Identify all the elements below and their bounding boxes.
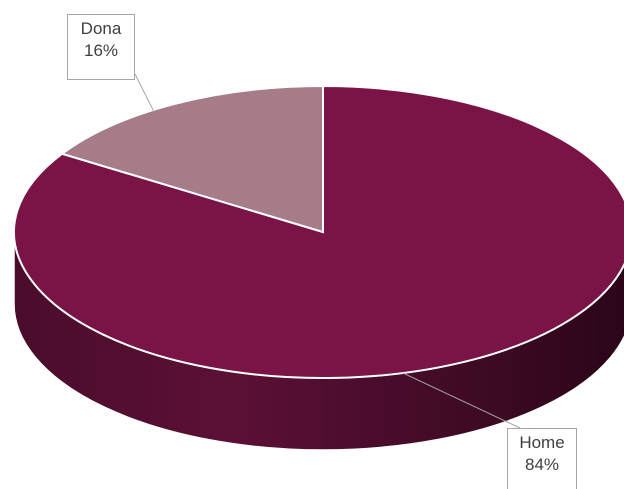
data-label-home-name: Home (519, 433, 565, 452)
data-label-home: Home 84% (507, 428, 577, 489)
data-label-home-value: 84% (524, 455, 560, 474)
pie-slice-home (13, 84, 624, 379)
pie-slice-dona (59, 84, 324, 234)
leader-line-dona (134, 73, 155, 113)
data-label-dona: Dona 16% (67, 14, 135, 80)
data-label-dona-name: Dona (80, 19, 122, 38)
data-label-dona-value: 16% (83, 41, 119, 60)
leader-line-home (402, 372, 521, 429)
